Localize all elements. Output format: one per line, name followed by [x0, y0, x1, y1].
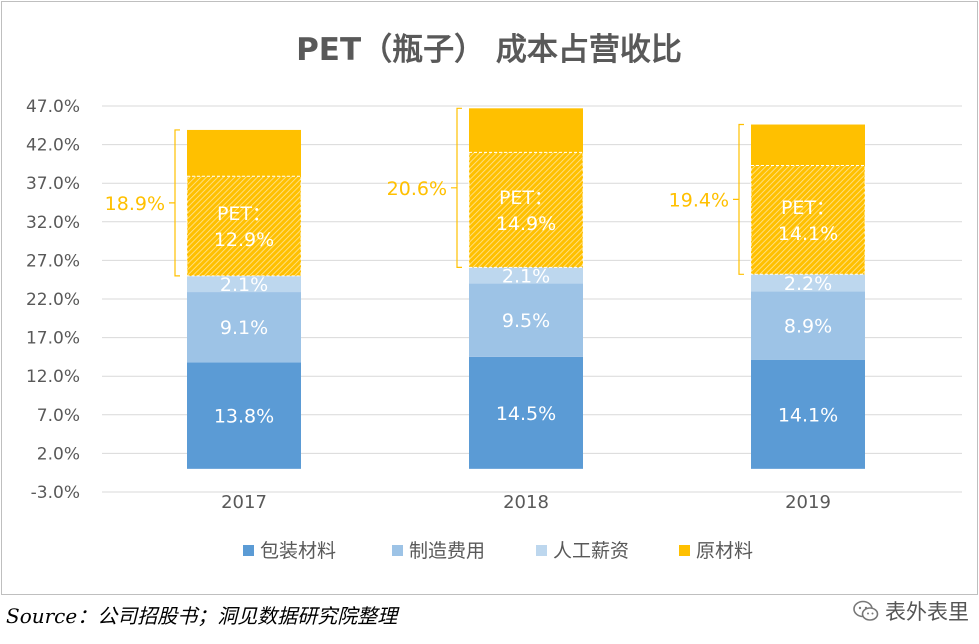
bar-包装材料	[751, 359, 865, 469]
data-label: 8.9%	[784, 316, 832, 338]
data-label: 9.1%	[220, 317, 268, 339]
raw-material-label: 18.9%	[105, 193, 165, 215]
chart-frame: PET（瓶子） 成本占营收比 47.0% 42.0% 37.0% 32.0% 27.0%…	[1, 1, 978, 595]
y-tick-label: -3.0%	[31, 483, 80, 503]
data-label: 2.2%	[784, 273, 832, 295]
y-tick-label: 12.0%	[26, 367, 80, 387]
bar-人工薪资	[187, 275, 301, 293]
pet-highlight-bar	[187, 176, 301, 276]
pet-highlight-bar	[751, 165, 865, 275]
pet-highlight-outline	[186, 175, 302, 277]
data-label: 9.5%	[502, 310, 550, 332]
watermark: 表外表里	[853, 594, 969, 628]
raw-material-label: 19.4%	[669, 189, 729, 211]
legend-label: 原材料	[696, 540, 753, 562]
y-tick-label: 32.0%	[26, 213, 80, 233]
raw-material-bracket	[169, 129, 180, 277]
x-tick-label: 2019	[785, 492, 831, 513]
bar-制造费用	[187, 292, 301, 363]
pet-highlight-bar	[469, 152, 583, 268]
bar-人工薪资	[751, 274, 865, 292]
legend-swatch	[243, 545, 254, 556]
data-label: 13.8%	[214, 406, 274, 428]
pet-value-label: 14.1%	[778, 223, 838, 245]
pet-value-label: 12.9%	[214, 229, 274, 251]
bar-包装材料	[469, 356, 583, 469]
bar-包装材料	[187, 362, 301, 469]
legend-swatch	[392, 545, 403, 556]
y-tick-label: 7.0%	[37, 406, 80, 426]
x-tick-label: 2018	[503, 492, 549, 513]
pet-highlight-outline	[468, 151, 584, 268]
data-label: 2.1%	[220, 274, 268, 296]
pet-value-label: 14.9%	[496, 213, 556, 235]
legend-swatch	[536, 545, 547, 556]
chart-title: PET（瓶子） 成本占营收比	[296, 32, 682, 68]
bar-人工薪资	[469, 267, 583, 284]
y-tick-label: 22.0%	[26, 290, 80, 310]
bar-制造费用	[469, 283, 583, 357]
bar-制造费用	[751, 291, 865, 360]
y-tick-label: 42.0%	[26, 136, 80, 156]
legend-label: 人工薪资	[553, 540, 629, 562]
pet-label: PET：	[781, 197, 835, 219]
pet-label: PET：	[499, 187, 553, 209]
legend-label: 包装材料	[260, 540, 336, 562]
data-label: 14.1%	[778, 404, 838, 426]
raw-material-bracket	[733, 123, 744, 275]
legend-swatch	[679, 545, 690, 556]
y-tick-label: 37.0%	[26, 174, 80, 194]
data-label: 14.5%	[496, 403, 556, 425]
raw-material-bracket	[451, 107, 462, 268]
y-tick-label: 17.0%	[26, 329, 80, 349]
x-tick-label: 2017	[221, 492, 267, 513]
data-label: 2.1%	[502, 265, 550, 287]
y-tick-label: 2.0%	[37, 444, 80, 464]
pet-label: PET：	[217, 203, 271, 225]
watermark-text: 表外表里	[885, 600, 969, 624]
raw-material-label: 20.6%	[387, 178, 447, 200]
source-note: Source：公司招股书；洞见数据研究院整理	[6, 604, 398, 628]
y-tick-label: 27.0%	[26, 251, 80, 271]
wechat-icon	[853, 600, 879, 621]
pet-highlight-outline	[750, 164, 866, 275]
pet-cost-chart: PET（瓶子） 成本占营收比 47.0% 42.0% 37.0% 32.0% 27.0%…	[26, 32, 962, 562]
legend-label: 制造费用	[409, 540, 485, 562]
y-tick-label: 47.0%	[26, 97, 80, 117]
